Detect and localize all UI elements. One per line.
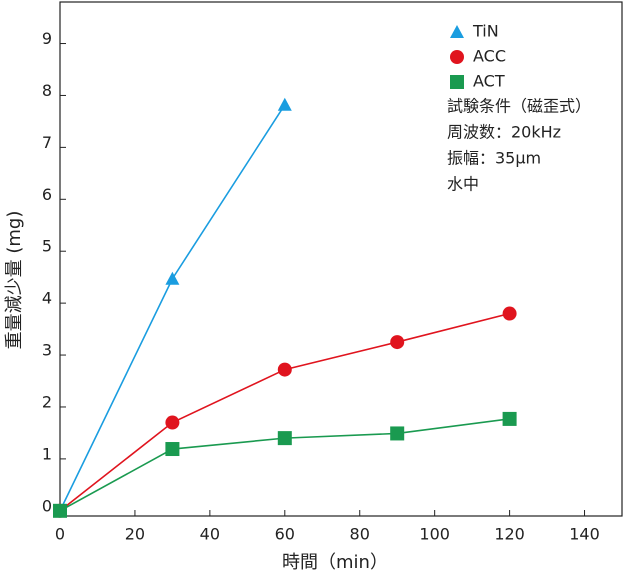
y-tick-label: 1 [42,444,52,463]
x-tick-label: 40 [200,525,220,544]
annotation: 試験条件（磁歪式） [447,97,591,116]
y-tick-label: 2 [42,392,52,411]
y-tick-label: 8 [42,81,52,100]
legend-marker [450,25,464,38]
data-point [53,503,67,518]
y-tick-label: 3 [42,341,52,360]
x-tick-label: 80 [350,525,370,544]
plot-frame [59,1,623,517]
series-line [59,312,510,512]
annotation: 周波数：20kHz [447,123,561,142]
legend-marker [450,50,464,64]
legend-label: ACT [473,72,505,91]
x-tick-label: 60 [275,525,295,544]
legend-label: TiN [472,22,499,41]
y-tick-label: 5 [42,237,52,256]
data-point [390,335,405,350]
data-point [165,442,180,457]
x-tick-label: 0 [55,525,65,544]
y-axis-title: 重量減少量 (mg) [4,211,25,350]
data-point [502,411,517,426]
x-tick-label: 20 [125,525,145,544]
data-point [165,415,180,430]
y-tick-label: 9 [42,29,52,48]
legend-label: ACC [473,47,506,66]
y-tick-label: 7 [42,133,52,152]
y-tick-label: 6 [42,185,52,204]
y-tick-label: 0 [42,496,52,515]
legend-marker [450,75,464,89]
data-point [165,271,180,285]
x-tick-label: 120 [494,525,525,544]
y-tick-label: 4 [42,289,52,308]
annotation: 水中 [447,175,479,194]
x-tick-label: 140 [569,525,600,544]
data-point [277,362,292,377]
x-axis-title: 時間（min） [282,552,388,573]
data-point [502,306,517,321]
data-point [390,426,405,441]
annotation: 振幅：35μm [447,149,541,168]
data-point [277,97,292,111]
data-point [277,431,292,446]
x-tick-label: 100 [419,525,450,544]
